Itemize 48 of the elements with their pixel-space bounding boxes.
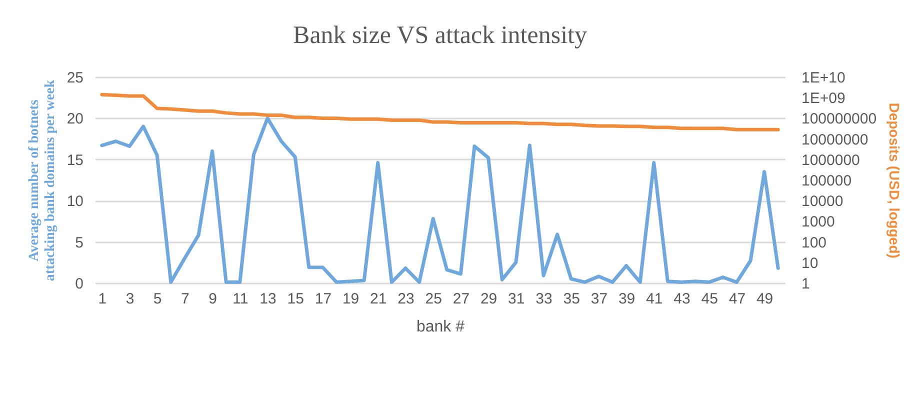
- x-tick-label: 23: [398, 290, 414, 308]
- y-tick-label: 5: [75, 234, 84, 252]
- y-tick-label: 20: [66, 110, 84, 128]
- x-tick-label: 25: [425, 290, 442, 308]
- x-tick-label: 41: [646, 290, 663, 308]
- x-tick-label: 7: [181, 290, 190, 308]
- x-tick-label: 3: [126, 290, 134, 308]
- y2-tick-label: 1: [802, 276, 810, 292]
- y-tick-label: 15: [66, 152, 84, 169]
- y-tick-label: 25: [66, 70, 84, 86]
- x-tick-label: 5: [153, 290, 162, 308]
- x-tick-label: 33: [536, 290, 552, 308]
- x-tick-label: 11: [232, 290, 248, 308]
- y2-tick-label: 100: [802, 234, 827, 252]
- x-tick-label: 19: [342, 290, 360, 308]
- x-axis-title: bank #: [416, 318, 465, 336]
- x-tick-label: 39: [618, 290, 636, 308]
- y-tick-label: 0: [75, 276, 84, 292]
- chart-title: Bank size VS attack intensity: [293, 22, 588, 49]
- y2-tick-label: 1E+09: [802, 90, 846, 108]
- y2-tick-label: 10: [802, 254, 818, 272]
- y2-axis-title: Deposits (USD, logged): [886, 102, 903, 258]
- x-tick-label: 45: [701, 290, 718, 308]
- x-tick-label: 35: [563, 290, 580, 308]
- y2-tick-label: 100000000: [802, 110, 877, 128]
- x-tick-label: 9: [208, 290, 217, 308]
- x-tick-label: 49: [756, 290, 774, 308]
- x-tick-label: 37: [590, 290, 608, 308]
- x-tick-label: 21: [370, 290, 387, 308]
- x-tick-label: 29: [480, 290, 498, 308]
- y-tick-label: 10: [66, 193, 84, 210]
- x-tick-label: 1: [98, 290, 107, 308]
- y-axis-title: Average number of botnets attacking bank domains per week: [26, 80, 58, 282]
- x-tick-label: 13: [260, 290, 276, 308]
- x-tick-label: 43: [674, 290, 690, 308]
- y2-tick-label: 10000: [802, 193, 844, 210]
- x-tick-label: 47: [728, 290, 746, 308]
- y2-tick-label: 1E+10: [802, 70, 846, 86]
- line-series: [100, 92, 780, 132]
- x-tick-label: 17: [314, 290, 332, 308]
- y2-tick-label: 10000000: [802, 131, 868, 148]
- y2-tick-label: 1000000: [802, 152, 860, 169]
- y2-tick-label: 1000: [802, 214, 835, 231]
- x-tick-label: 31: [508, 290, 525, 308]
- x-tick-label: 15: [287, 290, 304, 308]
- line-series: [100, 116, 780, 284]
- y2-tick-label: 100000: [802, 172, 852, 190]
- x-tick-label: 27: [452, 290, 470, 308]
